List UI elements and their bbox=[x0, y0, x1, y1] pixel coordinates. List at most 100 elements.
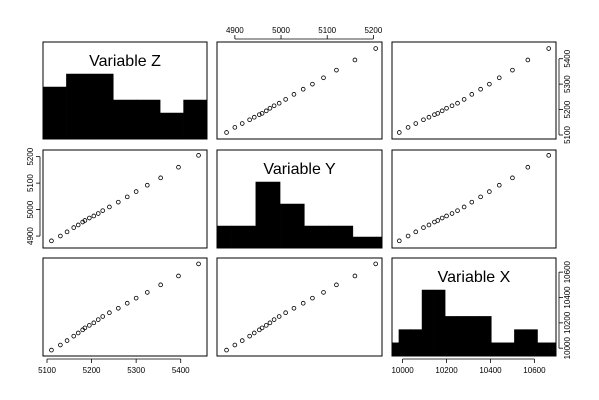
scatter-point bbox=[444, 213, 449, 219]
scatter-point bbox=[251, 330, 257, 336]
scatter-point bbox=[176, 164, 181, 170]
scatter-point bbox=[496, 182, 502, 188]
scatter-point bbox=[546, 153, 552, 158]
histogram-bar-x bbox=[479, 316, 492, 357]
scatter-point bbox=[267, 320, 273, 326]
histogram-bar-y bbox=[376, 236, 383, 249]
scatter-point bbox=[310, 81, 315, 87]
scatter-point bbox=[321, 290, 326, 295]
scatter-point bbox=[263, 108, 269, 114]
scatter-point bbox=[276, 314, 282, 319]
histogram-bar-x bbox=[467, 316, 481, 357]
histogram-bar-z bbox=[66, 73, 91, 140]
scatter-point bbox=[87, 215, 92, 221]
tick-label: 10400 bbox=[563, 286, 572, 309]
tick-label: 5400 bbox=[172, 366, 190, 375]
tick-label: 5300 bbox=[563, 75, 572, 93]
histogram-bar-z bbox=[113, 99, 137, 140]
scatter-point bbox=[144, 290, 150, 295]
scatter-point bbox=[58, 342, 63, 348]
scatter-point bbox=[449, 211, 455, 216]
scatter-point bbox=[291, 305, 297, 311]
scatter-point bbox=[546, 46, 552, 51]
histogram-bar-x bbox=[514, 329, 527, 357]
panel-r3-c2 bbox=[216, 257, 383, 357]
scatter-point bbox=[91, 213, 97, 219]
scatter-point bbox=[469, 92, 475, 97]
tick-label: 10400 bbox=[479, 366, 502, 375]
histogram-bar-y bbox=[216, 225, 232, 249]
tick-label: 10200 bbox=[563, 311, 572, 334]
histogram-bar-x bbox=[491, 342, 504, 357]
scatter-point bbox=[95, 211, 101, 216]
scatter-point bbox=[75, 330, 81, 336]
scatter-point bbox=[232, 125, 238, 130]
scatter-point bbox=[435, 218, 441, 223]
scatter-point bbox=[396, 130, 402, 135]
scatter-point bbox=[107, 204, 112, 210]
left-axis-y: 4900 5000 5100 5200 bbox=[26, 147, 41, 245]
panel-r1-c3 bbox=[391, 41, 557, 140]
tick-label: 5200 bbox=[83, 366, 101, 375]
scatter-point bbox=[271, 317, 277, 322]
histogram-bar-x bbox=[444, 316, 457, 357]
panel-frame bbox=[216, 41, 383, 140]
right-axis-x: 10000 10200 10400 10600 bbox=[558, 260, 572, 359]
scatter-point bbox=[100, 208, 106, 213]
histogram-bar-z bbox=[183, 99, 208, 140]
scatter-point bbox=[247, 333, 252, 339]
histogram-bar-x bbox=[456, 316, 469, 357]
scatter-point bbox=[300, 300, 306, 306]
scatter-point bbox=[300, 86, 306, 92]
scatter-point bbox=[64, 338, 70, 343]
tick-label: 5200 bbox=[563, 100, 572, 118]
scatter-point bbox=[64, 229, 70, 235]
panel-frame bbox=[42, 41, 208, 140]
scatter-point bbox=[478, 86, 483, 92]
tick-label: 5000 bbox=[26, 200, 35, 218]
histogram-bar-y bbox=[279, 203, 305, 249]
panel-frame bbox=[216, 149, 383, 249]
tick-label: 10000 bbox=[391, 366, 414, 375]
scatter-point bbox=[352, 57, 358, 63]
panel-r2-c1 bbox=[42, 149, 208, 249]
scatter-point bbox=[71, 333, 77, 339]
scatter-point bbox=[449, 103, 455, 109]
tick-label: 5100 bbox=[563, 126, 572, 144]
panel-frame bbox=[391, 257, 557, 357]
histogram-bar-x bbox=[433, 289, 446, 357]
scatter-point bbox=[461, 204, 467, 210]
histogram-bar-y bbox=[231, 225, 257, 249]
tick-label: 10200 bbox=[435, 366, 458, 375]
bottom-axis-z: 5100 5200 5300 5400 bbox=[38, 358, 190, 375]
tick-label: 5200 bbox=[26, 147, 35, 165]
scatter-point bbox=[263, 323, 269, 328]
tick-label: 5200 bbox=[364, 26, 382, 35]
scatter-point bbox=[421, 225, 426, 230]
scatter-point bbox=[116, 199, 121, 205]
scatter-point bbox=[455, 208, 460, 213]
panel-frame bbox=[391, 41, 557, 140]
panel-frame bbox=[42, 257, 208, 357]
scatter-point bbox=[405, 125, 411, 130]
tick-label: 10600 bbox=[563, 260, 572, 283]
panel-title: Variable Y bbox=[263, 161, 336, 178]
tick-label: 5300 bbox=[127, 366, 145, 375]
scatter-point bbox=[352, 273, 358, 279]
scatter-point bbox=[487, 189, 492, 194]
scatter-point bbox=[525, 57, 531, 63]
panel-title: Variable Z bbox=[89, 53, 161, 70]
scatter-point bbox=[232, 342, 238, 348]
scatter-point bbox=[321, 75, 326, 81]
scatter-point bbox=[224, 347, 229, 353]
bottom-axis-x: 10000 10200 10400 10600 bbox=[391, 358, 546, 375]
scatter-point bbox=[196, 153, 201, 158]
scatter-point bbox=[435, 111, 441, 116]
panel-r1-c2 bbox=[216, 41, 383, 140]
scatter-point bbox=[259, 325, 265, 331]
panel-r2-c3 bbox=[391, 149, 557, 249]
panel-r3-c3: Variable X bbox=[391, 257, 557, 357]
scatter-point bbox=[251, 114, 257, 120]
scatter-point bbox=[276, 100, 282, 106]
scatter-point bbox=[310, 295, 315, 301]
